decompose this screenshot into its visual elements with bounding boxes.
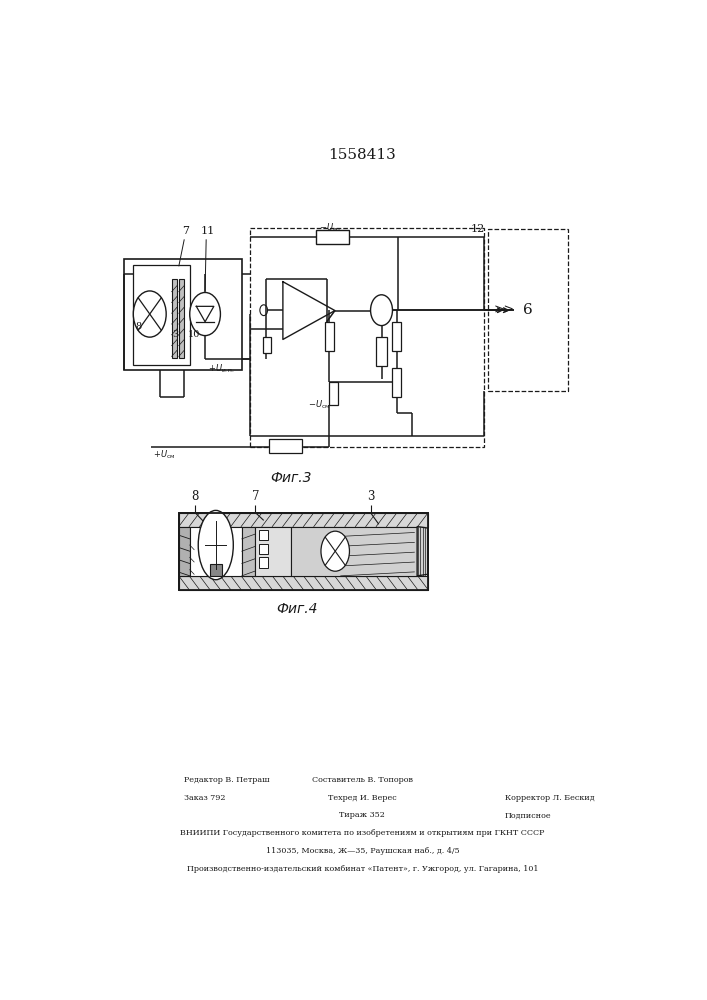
Text: Редактор В. Петраш: Редактор В. Петраш: [185, 776, 270, 784]
Text: 8: 8: [136, 322, 142, 331]
Text: >>: >>: [494, 304, 515, 317]
Text: 10: 10: [188, 330, 200, 339]
Bar: [134, 265, 189, 365]
Bar: [329, 382, 338, 405]
Circle shape: [260, 305, 267, 316]
Bar: [179, 576, 428, 590]
Bar: [325, 322, 334, 351]
Polygon shape: [417, 527, 428, 576]
Text: Составитель В. Топоров: Составитель В. Топоров: [312, 776, 413, 784]
Text: 7: 7: [182, 226, 189, 236]
Text: 6: 6: [523, 303, 533, 317]
Text: 1558413: 1558413: [329, 148, 396, 162]
Text: $-U_{\mathsf{ип}}$: $-U_{\mathsf{ип}}$: [319, 221, 341, 234]
Text: Тираж 352: Тираж 352: [339, 811, 385, 819]
Bar: [189, 527, 242, 576]
Text: 12: 12: [470, 224, 484, 234]
Circle shape: [370, 295, 392, 326]
Bar: [179, 513, 428, 590]
Bar: [262, 337, 271, 353]
Bar: [210, 564, 222, 576]
Text: Подписное: Подписное: [505, 811, 551, 819]
Text: ВНИИПИ Государственного комитета по изобретениям и открытиям при ГКНТ СССР: ВНИИПИ Государственного комитета по изоб…: [180, 829, 544, 837]
Bar: [489, 229, 568, 391]
Text: Фиг.3: Фиг.3: [270, 471, 312, 485]
Text: $+U_{\mathsf{см}}$: $+U_{\mathsf{см}}$: [153, 449, 175, 461]
Bar: [242, 527, 255, 576]
Text: Фиг.4: Фиг.4: [276, 602, 317, 616]
Text: 3: 3: [172, 330, 178, 339]
Bar: [376, 337, 387, 366]
Bar: [172, 279, 177, 358]
Text: 3: 3: [367, 490, 374, 503]
Bar: [392, 368, 402, 397]
Bar: [255, 527, 291, 576]
Circle shape: [134, 291, 166, 337]
Bar: [259, 530, 268, 540]
Bar: [179, 513, 428, 527]
Bar: [291, 527, 417, 576]
Bar: [179, 513, 428, 590]
Text: $+U_{\mathsf{и.п.}}$: $+U_{\mathsf{и.п.}}$: [208, 363, 235, 375]
Bar: [316, 230, 349, 244]
Text: Заказ 792: Заказ 792: [185, 794, 226, 802]
Text: Производственно-издательский комбинат «Патент», г. Ужгород, ул. Гагарина, 101: Производственно-издательский комбинат «П…: [187, 865, 538, 873]
Circle shape: [189, 292, 221, 336]
Ellipse shape: [198, 510, 233, 580]
Bar: [269, 439, 302, 453]
Text: 113035, Москва, Ж—35, Раушская наб., д. 4/5: 113035, Москва, Ж—35, Раушская наб., д. …: [266, 847, 459, 855]
Bar: [259, 543, 268, 554]
Text: 8: 8: [192, 490, 199, 503]
Bar: [179, 279, 185, 358]
Bar: [250, 228, 484, 447]
Bar: [179, 527, 189, 576]
Bar: [124, 259, 242, 370]
Bar: [180, 527, 427, 576]
Text: Техред И. Верес: Техред И. Верес: [328, 794, 397, 802]
Bar: [392, 322, 402, 351]
Text: Корректор Л. Бескид: Корректор Л. Бескид: [505, 794, 595, 802]
Text: $-U_{\mathsf{см}}$: $-U_{\mathsf{см}}$: [308, 399, 329, 411]
Text: 7: 7: [252, 490, 259, 503]
Bar: [259, 557, 268, 568]
Circle shape: [321, 531, 349, 571]
Text: 11: 11: [201, 226, 215, 236]
